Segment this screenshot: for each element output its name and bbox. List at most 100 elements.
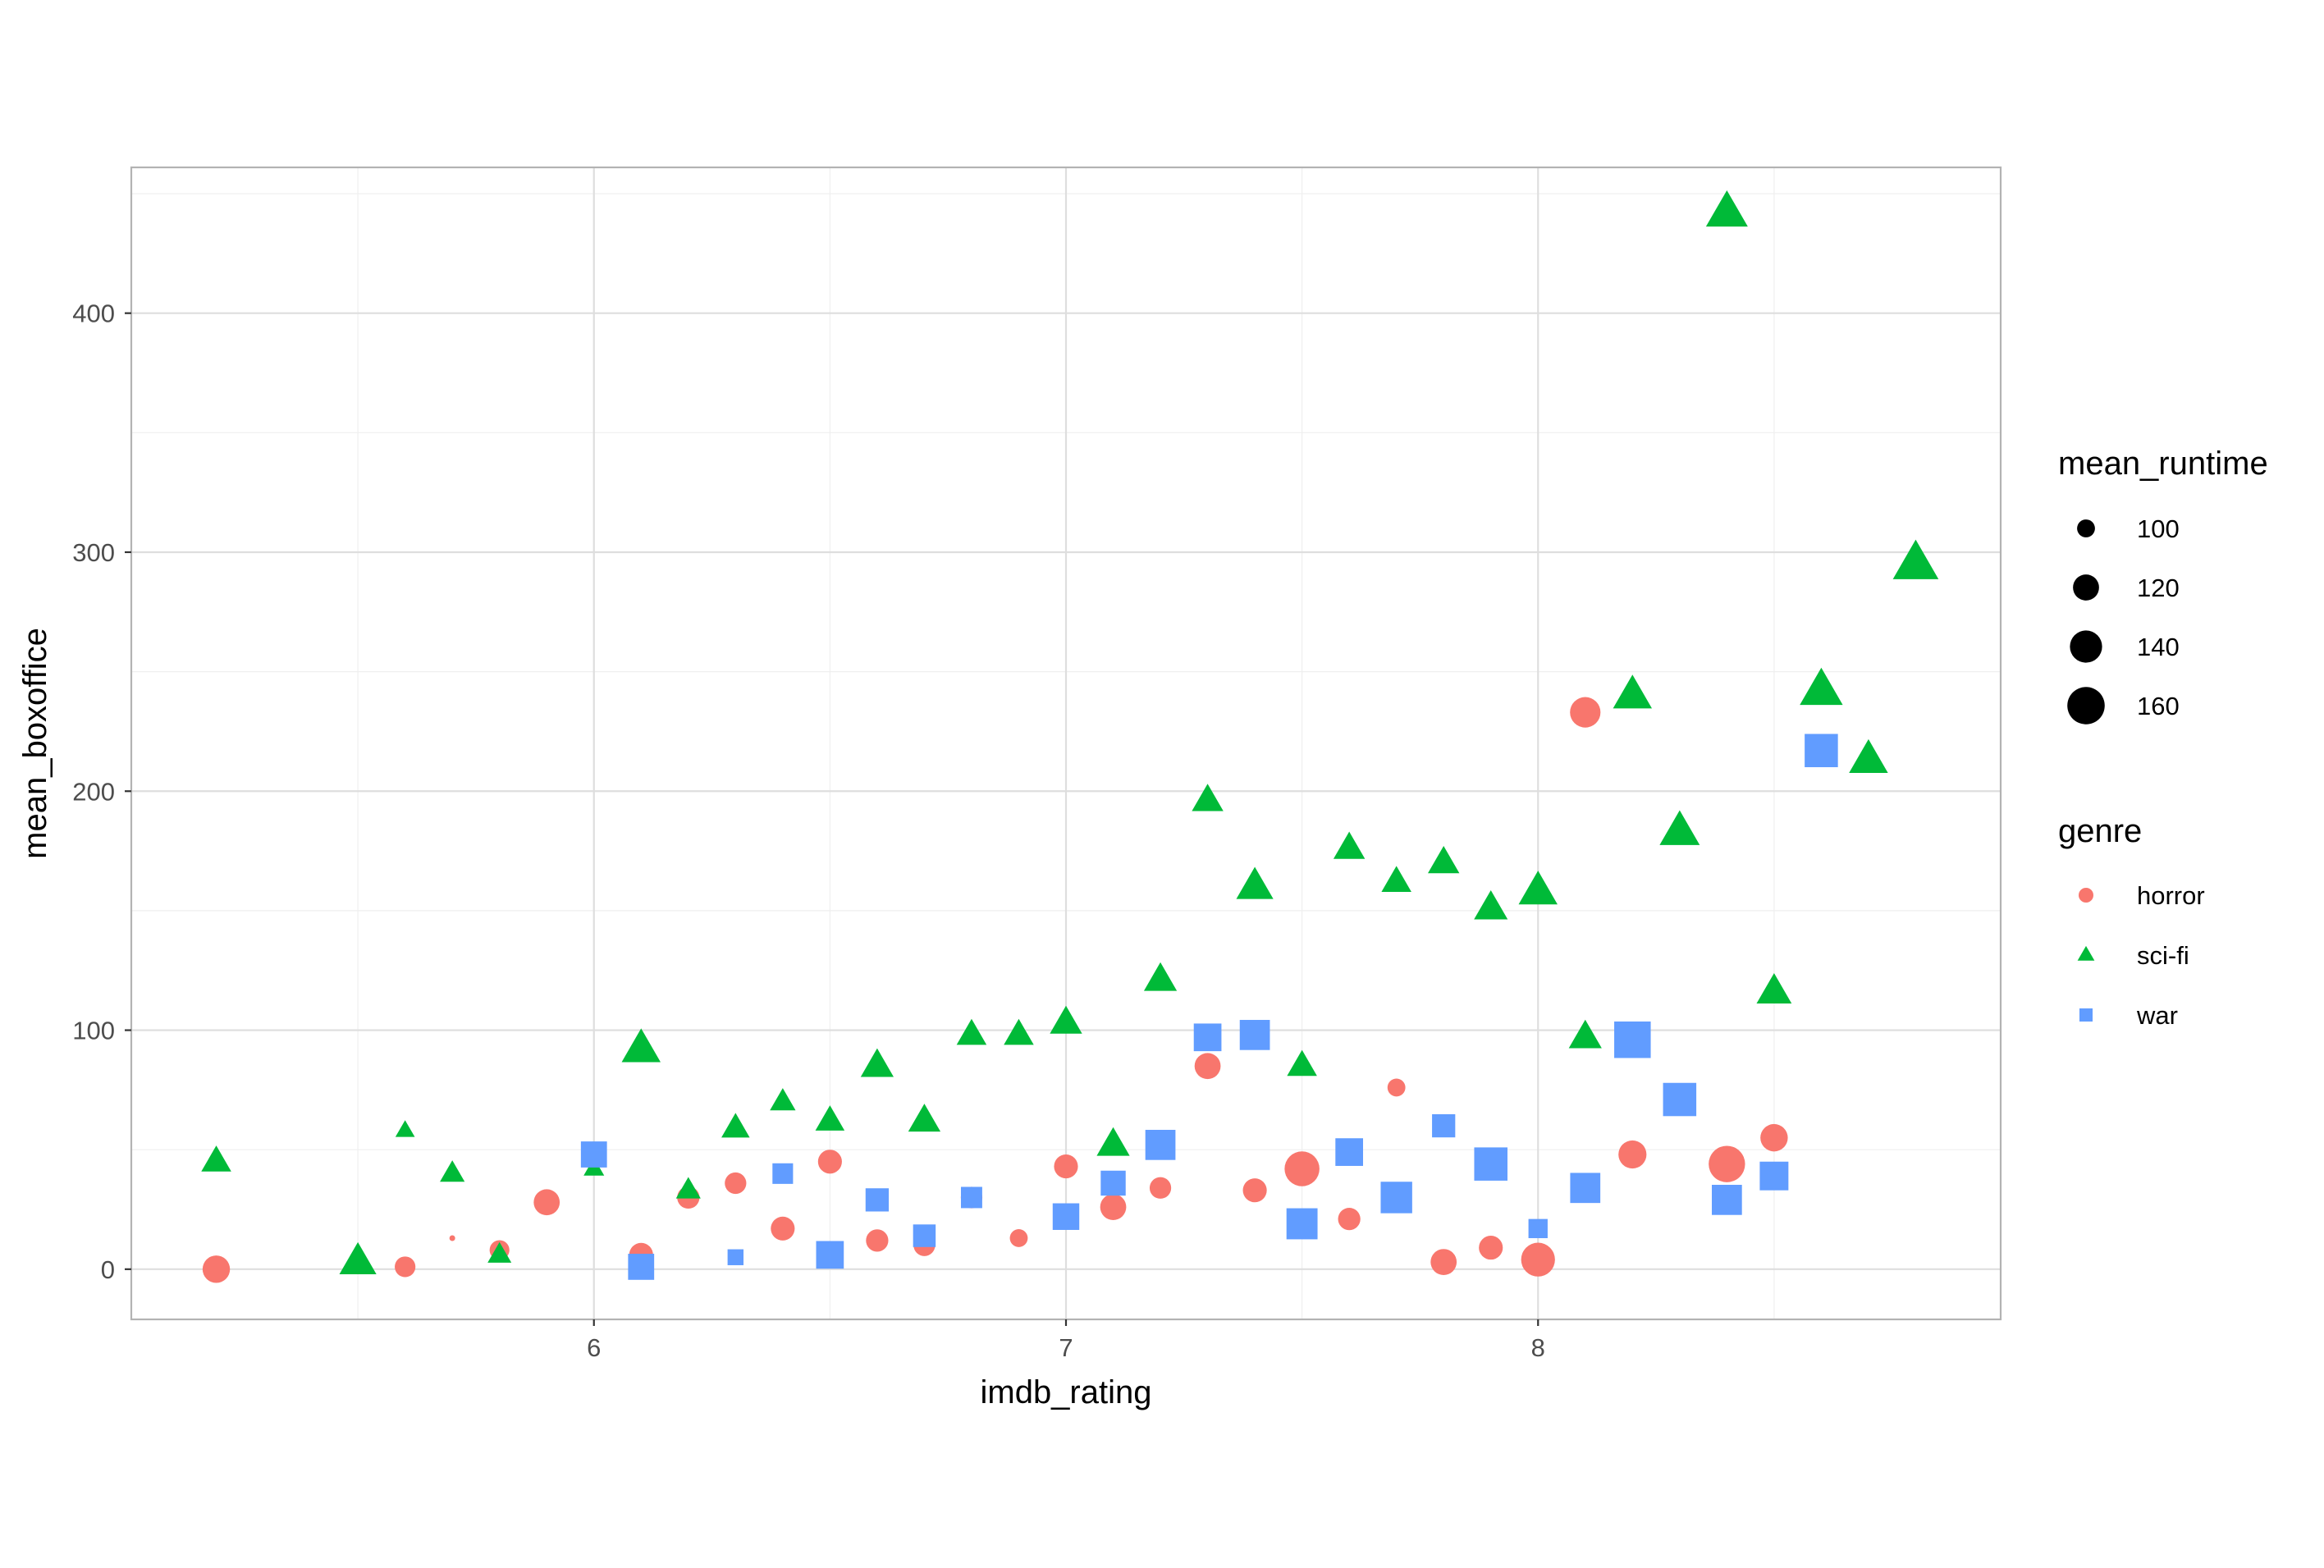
- sci-fi-point: [860, 1048, 894, 1077]
- horror-point: [1149, 1177, 1172, 1199]
- y-tick-label: 100: [72, 1017, 115, 1045]
- horror-point: [1009, 1229, 1028, 1247]
- war-point: [1052, 1203, 1080, 1230]
- sci-fi-point: [1849, 738, 1888, 773]
- war-point: [913, 1224, 936, 1247]
- genre-legend-key: [2079, 888, 2093, 903]
- size-legend-label: 160: [2137, 692, 2180, 720]
- size-legend-label: 100: [2137, 514, 2180, 543]
- sci-fi-point: [395, 1120, 415, 1137]
- genre-legend-title: genre: [2058, 813, 2142, 849]
- war-point: [628, 1254, 655, 1280]
- war-point: [1239, 1020, 1270, 1050]
- sci-fi-point: [1428, 846, 1460, 874]
- war-point: [1614, 1021, 1651, 1058]
- size-legend-title: mean_runtime: [2058, 446, 2268, 482]
- war-point: [1570, 1173, 1601, 1204]
- horror-point: [1284, 1151, 1320, 1186]
- horror-point: [1521, 1242, 1555, 1277]
- horror-point: [771, 1216, 795, 1241]
- horror-point: [1054, 1154, 1078, 1179]
- horror-point: [1430, 1249, 1457, 1275]
- sci-fi-point: [770, 1088, 796, 1111]
- genre-legend-label: war: [2136, 1001, 2178, 1030]
- sci-fi-point: [721, 1113, 750, 1138]
- sci-fi-point: [339, 1241, 377, 1274]
- x-tick-label: 6: [587, 1333, 601, 1362]
- war-point: [865, 1188, 890, 1212]
- major-gridlines: [131, 167, 2001, 1319]
- sci-fi-point: [1474, 889, 1508, 920]
- sci-fi-point: [1518, 871, 1558, 905]
- sci-fi-point: [1333, 831, 1366, 859]
- sci-fi-point: [1800, 667, 1843, 706]
- size-legend-key: [2070, 630, 2102, 663]
- horror-point: [395, 1256, 416, 1278]
- war-point: [1528, 1218, 1548, 1238]
- war-point: [772, 1163, 794, 1184]
- sci-fi-point: [1659, 810, 1700, 845]
- war-point: [1712, 1185, 1742, 1215]
- sci-fi-point: [815, 1105, 845, 1131]
- war-point: [1432, 1113, 1456, 1138]
- sci-fi-point: [1613, 674, 1653, 709]
- x-tick-label: 8: [1531, 1333, 1545, 1362]
- war-point: [1759, 1161, 1789, 1191]
- horror-point: [1709, 1145, 1745, 1182]
- sci-fi-point: [1192, 784, 1224, 811]
- war-point: [580, 1141, 607, 1168]
- size-legend: mean_runtime 100 120 140 160: [2058, 446, 2268, 725]
- y-tick-label: 200: [72, 777, 115, 806]
- y-axis-title: mean_boxoffice: [17, 628, 53, 859]
- war-point: [960, 1186, 982, 1209]
- x-tick-label: 7: [1059, 1333, 1073, 1362]
- sci-fi-point: [201, 1145, 231, 1172]
- y-axis-ticks: 0 100 200 300 400: [72, 299, 131, 1284]
- sci-fi-point: [1236, 866, 1274, 899]
- genre-legend-label: sci-fi: [2137, 941, 2189, 970]
- horror-point: [725, 1172, 747, 1195]
- horror-point: [1100, 1194, 1127, 1220]
- horror-point: [1338, 1208, 1361, 1231]
- horror-point: [1618, 1140, 1647, 1169]
- war-point: [816, 1241, 844, 1269]
- war-point: [1193, 1023, 1222, 1052]
- horror-point: [449, 1235, 455, 1241]
- horror-point: [817, 1150, 842, 1174]
- sci-fi-point: [1143, 962, 1178, 991]
- horror-point: [1242, 1178, 1267, 1203]
- sci-fi-point: [1756, 972, 1792, 1004]
- size-legend-key: [2073, 574, 2099, 601]
- horror-point: [866, 1229, 889, 1252]
- war-point: [1100, 1170, 1126, 1196]
- size-legend-key: [2067, 687, 2105, 725]
- sci-fi-point: [487, 1241, 512, 1263]
- horror-point: [202, 1255, 231, 1283]
- horror-point: [1760, 1123, 1788, 1152]
- genre-legend-label: horror: [2137, 881, 2205, 910]
- sci-fi-point: [908, 1104, 941, 1132]
- sci-fi-point: [1705, 190, 1748, 227]
- sci-fi-point: [1004, 1018, 1034, 1045]
- data-points: [201, 190, 1939, 1283]
- size-legend-key: [2077, 519, 2095, 537]
- horror-point: [1479, 1236, 1503, 1260]
- genre-legend-key: [2079, 1008, 2093, 1022]
- y-tick-label: 0: [101, 1255, 115, 1284]
- x-axis-title: imdb_rating: [980, 1374, 1151, 1410]
- horror-point: [1194, 1053, 1221, 1080]
- war-point: [1145, 1130, 1176, 1160]
- sci-fi-point: [1892, 539, 1939, 579]
- sci-fi-point: [1568, 1019, 1602, 1049]
- size-legend-label: 140: [2137, 633, 2180, 661]
- war-point: [1286, 1208, 1318, 1240]
- y-tick-label: 300: [72, 538, 115, 567]
- war-point: [1380, 1182, 1412, 1214]
- sci-fi-point: [1381, 866, 1411, 892]
- genre-legend: genre horror sci-fi war: [2058, 813, 2205, 1030]
- sci-fi-point: [956, 1018, 987, 1045]
- war-point: [1474, 1147, 1507, 1181]
- horror-point: [1570, 697, 1601, 728]
- sci-fi-point: [1287, 1049, 1317, 1077]
